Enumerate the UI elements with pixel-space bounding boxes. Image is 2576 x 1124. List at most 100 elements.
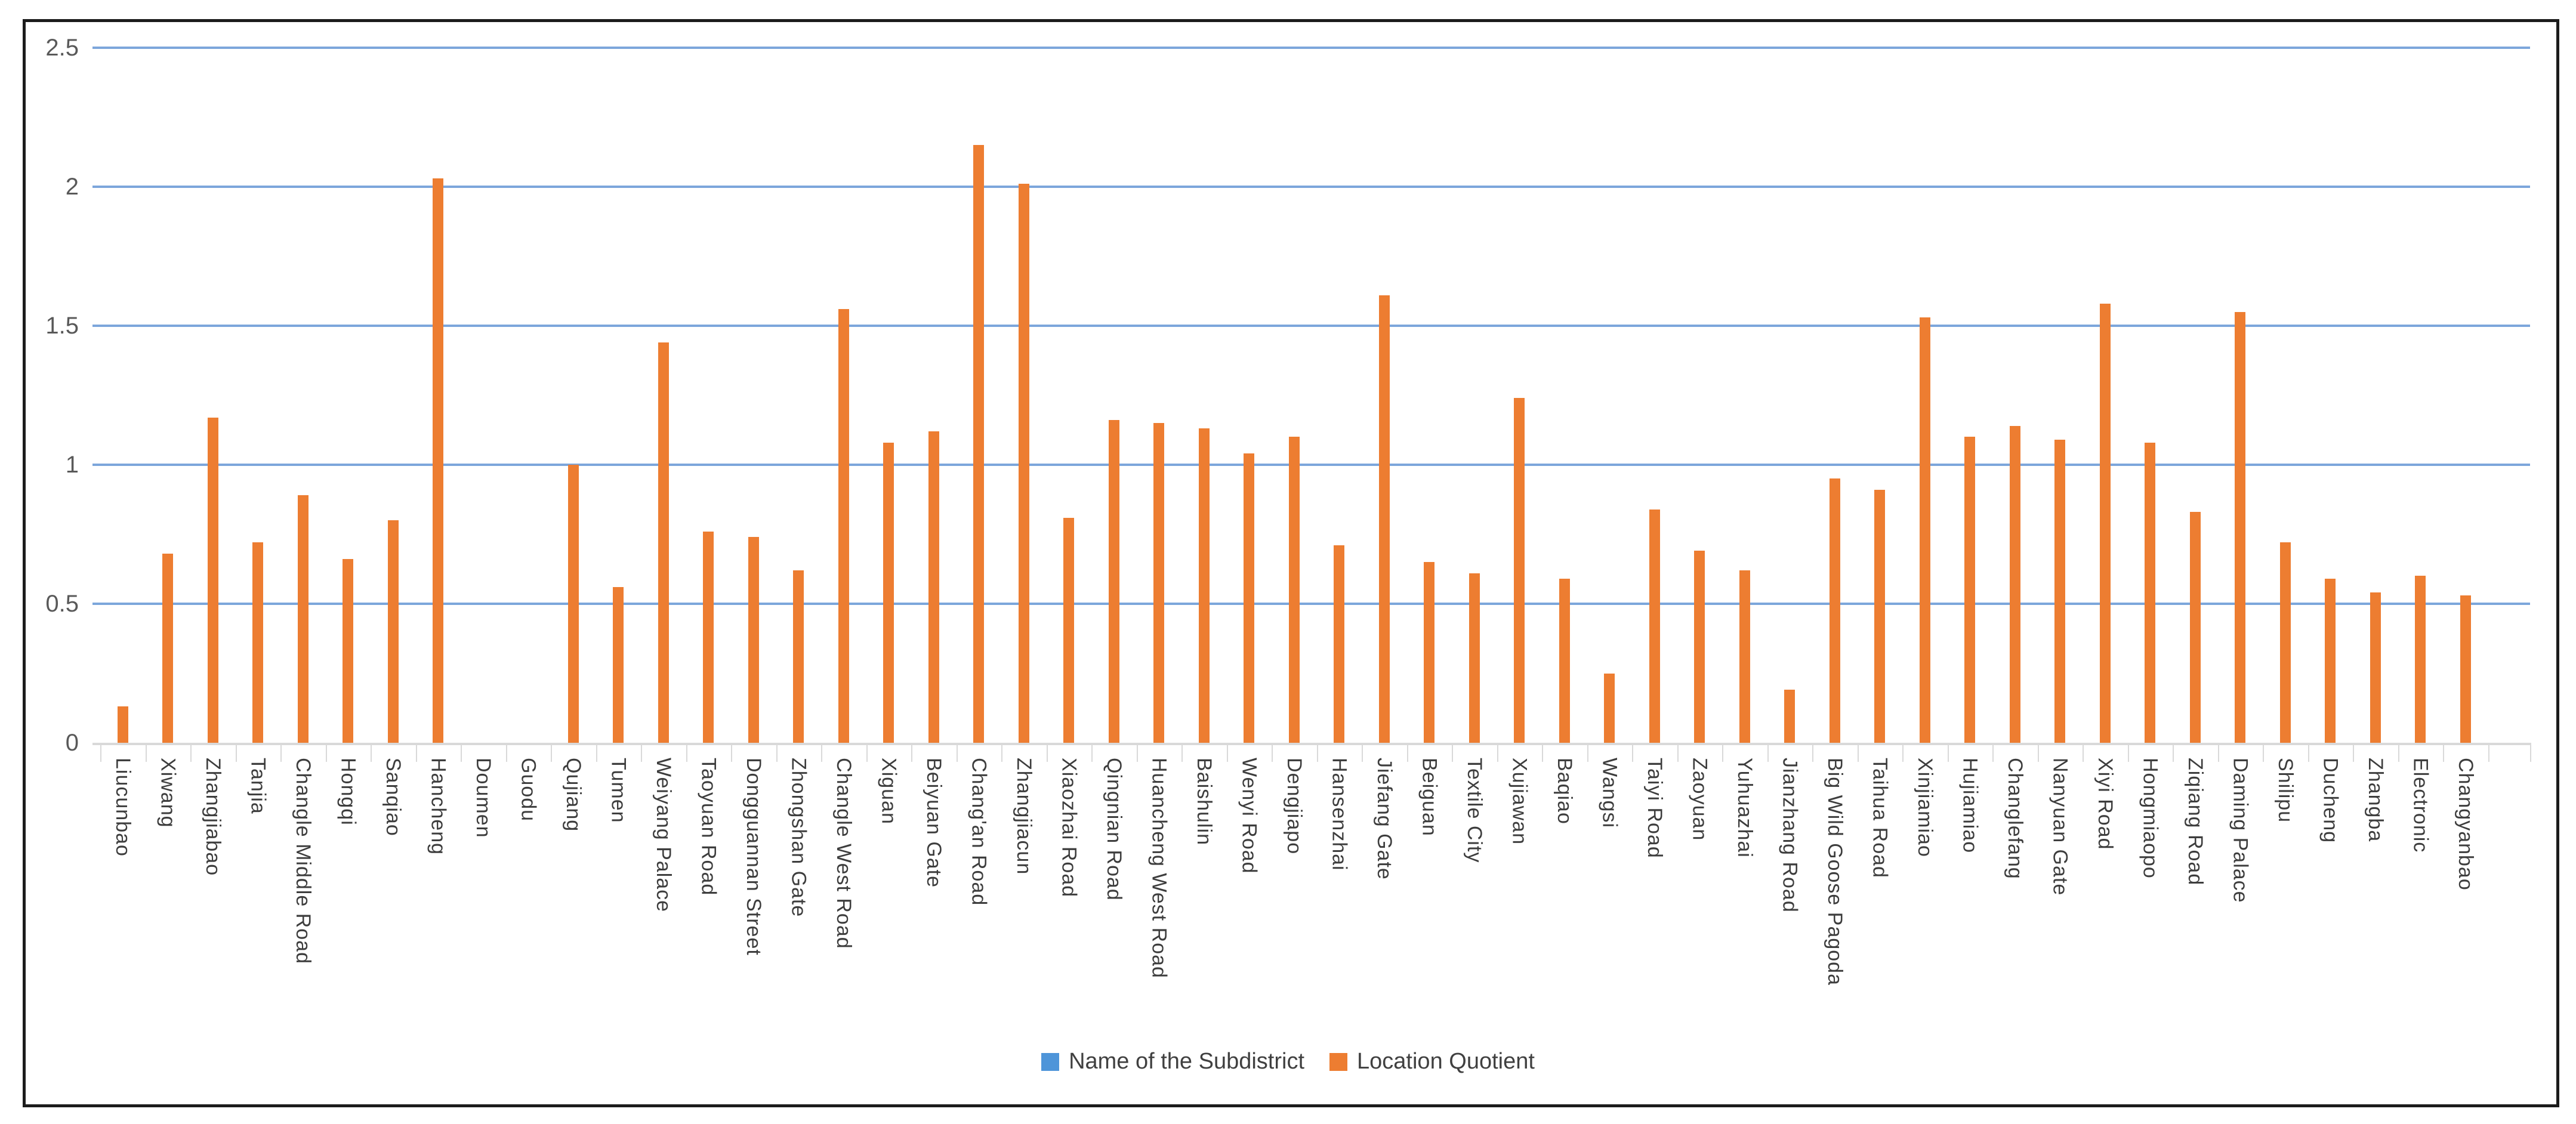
bar-liucunbao bbox=[117, 706, 128, 743]
x-axis-tick bbox=[2263, 743, 2264, 762]
x-axis-tick bbox=[2443, 743, 2444, 762]
x-axis-tick bbox=[1587, 743, 1588, 762]
y-axis-tick-label: 2 bbox=[65, 174, 79, 200]
x-axis-label: Big Wild Goose Pagoda bbox=[1823, 758, 1846, 986]
x-axis-tick bbox=[1947, 743, 1949, 762]
x-axis-label: Changle Middle Road bbox=[291, 758, 314, 964]
bar-huancheng-west-road bbox=[1153, 423, 1165, 743]
bar-dengjiapo bbox=[1288, 437, 1300, 743]
bar-weiyang-palace bbox=[658, 342, 669, 743]
bar-dongguannan-street bbox=[748, 537, 759, 743]
x-axis-tick bbox=[551, 743, 552, 762]
x-axis-label: Wangsi bbox=[1598, 758, 1621, 829]
x-axis-label: Dongguannan Street bbox=[742, 758, 765, 956]
x-axis-label: Zaoyuan bbox=[1688, 758, 1711, 841]
bar-sanqiao bbox=[387, 520, 399, 743]
x-axis-tick bbox=[1812, 743, 1813, 762]
x-axis-tick bbox=[1362, 743, 1363, 762]
bar-electronic bbox=[2415, 576, 2426, 743]
bar-changle-middle-road bbox=[297, 495, 308, 743]
bar-ducheng bbox=[2325, 579, 2336, 743]
bar-qingnian-road bbox=[1108, 420, 1119, 743]
bar-ziqiang-road bbox=[2189, 512, 2201, 743]
x-axis-tick bbox=[1632, 743, 1633, 762]
bar-yuhuazhai bbox=[1739, 570, 1750, 743]
x-axis-tick bbox=[1857, 743, 1859, 762]
gridline bbox=[92, 186, 2530, 188]
x-axis-tick bbox=[415, 743, 417, 762]
x-axis-tick bbox=[2307, 743, 2309, 762]
x-axis-label: Daming Palace bbox=[2229, 758, 2252, 903]
x-axis-tick bbox=[371, 743, 372, 762]
legend-marker-icon bbox=[1329, 1052, 1348, 1071]
x-axis-label: Chang'an Road bbox=[967, 758, 991, 906]
x-axis-tick bbox=[911, 743, 912, 762]
legend: Name of the Subdistrict Location Quotient bbox=[0, 1049, 2576, 1074]
x-axis-label: Qujiang bbox=[562, 758, 585, 832]
bar-xiwang bbox=[162, 554, 174, 743]
bar-taihua-road bbox=[1874, 489, 1886, 743]
x-axis-label: Jianzhang Road bbox=[1778, 758, 1801, 913]
bar-zaoyuan bbox=[1694, 551, 1705, 743]
x-axis-label: Zhangjiacun bbox=[1012, 758, 1035, 875]
y-axis-tick-label: 2.5 bbox=[45, 35, 79, 61]
x-axis-label: Doumen bbox=[471, 758, 495, 838]
x-axis-tick bbox=[2398, 743, 2399, 762]
x-axis-tick bbox=[100, 743, 101, 762]
x-axis-tick bbox=[325, 743, 327, 762]
x-axis-tick bbox=[1497, 743, 1498, 762]
x-axis-label: Hancheng bbox=[427, 758, 450, 856]
bar-big-wild-goose-pagoda bbox=[1829, 478, 1840, 743]
x-axis-label: Tanjia bbox=[246, 758, 270, 814]
x-axis-label: Hongqi bbox=[337, 758, 360, 826]
x-axis-label: Xiguan bbox=[877, 758, 900, 825]
bar-baqiao bbox=[1559, 579, 1570, 743]
x-axis-tick bbox=[1902, 743, 1904, 762]
x-axis-label: Nanyuan Gate bbox=[2049, 758, 2072, 896]
x-axis-tick bbox=[641, 743, 642, 762]
x-axis-label: Weiyang Palace bbox=[652, 758, 675, 913]
x-axis-tick bbox=[2173, 743, 2174, 762]
bar-beiguan bbox=[1424, 562, 1435, 743]
x-axis-label: Baishulin bbox=[1192, 758, 1215, 845]
x-axis-label: Xujiawan bbox=[1508, 758, 1531, 845]
y-axis-tick-label: 1 bbox=[65, 452, 79, 478]
x-axis-tick bbox=[1677, 743, 1679, 762]
x-axis-label: Changyanbao bbox=[2454, 758, 2477, 891]
bar-nanyuan-gate bbox=[2054, 440, 2066, 743]
legend-item-location-quotient: Location Quotient bbox=[1329, 1049, 1535, 1074]
x-axis-tick bbox=[1542, 743, 1543, 762]
x-axis-label: Hujiamiao bbox=[1958, 758, 1982, 854]
bar-jianzhang-road bbox=[1784, 690, 1796, 743]
x-axis-label: Guodu bbox=[517, 758, 540, 822]
bar-taiyi-road bbox=[1649, 509, 1660, 743]
bar-hancheng bbox=[433, 178, 444, 743]
x-axis-tick bbox=[235, 743, 237, 762]
x-axis-tick bbox=[1046, 743, 1048, 762]
bar-chang-an-road bbox=[973, 145, 985, 743]
x-axis-tick bbox=[1406, 743, 1408, 762]
x-axis-tick bbox=[596, 743, 597, 762]
bar-taoyuan-road bbox=[703, 531, 714, 743]
x-axis-label: Taihua Road bbox=[1868, 758, 1892, 878]
gridline bbox=[92, 47, 2530, 49]
bar-hongqi bbox=[343, 559, 354, 743]
bar-hansenzhai bbox=[1334, 545, 1345, 743]
x-axis-label: Sanqiao bbox=[381, 758, 405, 836]
x-axis-label: Xiyi Road bbox=[2093, 758, 2117, 850]
bar-shilipu bbox=[2279, 542, 2291, 743]
x-axis-tick bbox=[1091, 743, 1093, 762]
x-axis-tick bbox=[280, 743, 282, 762]
x-axis-label: Yuhuazhai bbox=[1733, 758, 1756, 858]
x-axis-tick bbox=[956, 743, 958, 762]
bar-jiefang-gate bbox=[1378, 295, 1390, 743]
x-axis-label: Ziqiang Road bbox=[2183, 758, 2207, 886]
x-axis-tick bbox=[1452, 743, 1453, 762]
x-axis-tick bbox=[2037, 743, 2039, 762]
x-axis-line bbox=[92, 743, 2530, 745]
bar-hongmiaopo bbox=[2145, 442, 2156, 743]
bar-daming-palace bbox=[2235, 311, 2246, 743]
x-axis-tick bbox=[1767, 743, 1769, 762]
x-axis-tick bbox=[776, 743, 778, 762]
x-axis-tick bbox=[2127, 743, 2129, 762]
